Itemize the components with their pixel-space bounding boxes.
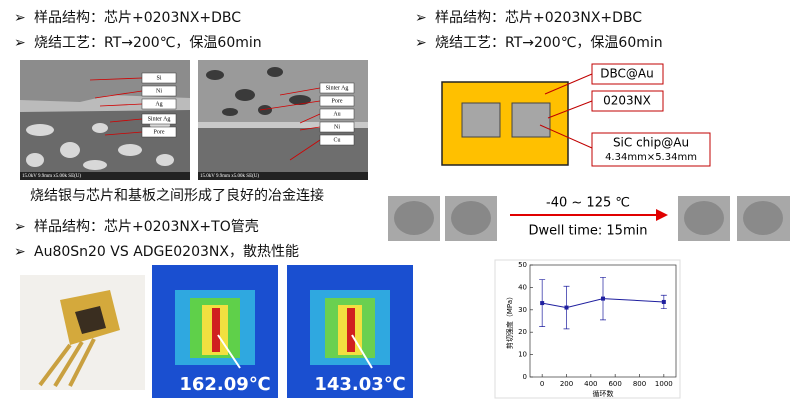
data-point — [661, 299, 666, 304]
bullet-marker: ➢ — [415, 10, 427, 26]
label-box — [141, 126, 177, 138]
sem-label: Cu — [333, 137, 340, 143]
label-leader — [299, 126, 321, 131]
callout: SiC chip@Au — [613, 136, 689, 150]
bullet-marker: ➢ — [14, 35, 26, 51]
bullet-marker: ➢ — [14, 219, 26, 235]
sem-footer: 15.0kV 9.9mm x5.00k SE(U) — [22, 174, 81, 179]
temperature: 143.03℃ — [314, 374, 405, 395]
sem-footer: 15.0kV 9.9mm x5.00k SE(U) — [200, 174, 259, 179]
x-tick-label: 200 — [560, 380, 573, 388]
label-leader — [89, 77, 143, 81]
label-leader — [99, 103, 143, 107]
bullet: 样品结构：芯片+0203NX+TO管壳 — [34, 218, 259, 235]
y-tick-label: 20 — [518, 328, 527, 336]
bullet-marker: ➢ — [415, 35, 427, 51]
series-line — [542, 298, 664, 309]
x-axis-label: 循环数 — [593, 389, 614, 398]
y-tick-label: 10 — [518, 351, 527, 359]
chart-frame — [494, 259, 681, 399]
label-leader — [279, 87, 321, 96]
thermal-image — [152, 265, 278, 398]
callout: DBC@Au — [600, 67, 653, 81]
sem-label: Sinter Ag — [326, 85, 349, 91]
bullet-marker: ➢ — [14, 244, 26, 260]
bullet: 样品结构：芯片+0203NX+DBC — [34, 10, 241, 26]
thermal-image — [287, 265, 413, 398]
sem-label: Pore — [332, 98, 343, 104]
label-leader — [104, 131, 143, 136]
label-box — [319, 82, 355, 94]
y-tick-label: 30 — [518, 306, 527, 314]
sem-label: Au — [333, 111, 340, 117]
label-leader — [109, 118, 143, 123]
label-box — [141, 85, 177, 97]
sem-label: Ni — [334, 124, 340, 130]
label-box — [319, 134, 355, 146]
chart: 0 10 20 30 40 50 0 200 400 600 800 1000 循环数 剪切强度（MPa） — [505, 261, 677, 398]
bullet: 烧结工艺：RT→200℃，保温60min — [34, 35, 262, 51]
label-box — [319, 95, 355, 107]
package-photo — [20, 275, 145, 390]
label-box — [141, 98, 177, 110]
label-leader — [259, 100, 321, 111]
bullet-marker: ➢ — [14, 10, 26, 26]
x-tick-label: 0 — [540, 380, 544, 388]
bullet: Au80Sn20 VS ADGE0203NX，散热性能 — [34, 244, 299, 260]
x-tick-label: 800 — [633, 380, 646, 388]
data-point — [601, 296, 605, 301]
cycling-range: -40 ~ 125 ℃ — [546, 196, 630, 211]
data-point — [540, 301, 545, 306]
sem-image-right — [198, 60, 368, 180]
sem-label: Ni — [156, 88, 162, 94]
label-box — [141, 72, 177, 84]
label-box — [319, 121, 355, 133]
sem-label: Sinter Ag — [148, 116, 171, 122]
x-tick-label: 400 — [584, 380, 597, 388]
callout: 4.34mm×5.34mm — [605, 152, 697, 163]
sem-label: Ag — [155, 101, 162, 107]
x-tick-label: 600 — [608, 380, 621, 388]
sem-label: Si — [156, 75, 161, 81]
structure-diagram — [441, 63, 711, 167]
temperature: 162.09℃ — [179, 374, 270, 395]
caption: 烧结银与芯片和基板之间形成了良好的冶金连接 — [30, 187, 324, 204]
dwell-time: Dwell time: 15min — [529, 224, 648, 239]
label-leader — [299, 113, 321, 124]
cycling-images — [388, 196, 790, 241]
y-tick-label: 0 — [523, 373, 527, 381]
callout: 0203NX — [603, 94, 651, 108]
y-tick-label: 50 — [518, 261, 527, 269]
plot-area — [529, 264, 677, 378]
bullet: 样品结构：芯片+0203NX+DBC — [435, 10, 642, 26]
y-tick-label: 40 — [518, 283, 527, 291]
label-box — [141, 113, 177, 125]
y-axis-label: 剪切强度（MPa） — [505, 293, 514, 349]
sem-label: Pore — [154, 129, 165, 135]
bullet: 烧结工艺：RT→200℃，保温60min — [435, 35, 663, 51]
label-box — [319, 108, 355, 120]
label-leader — [94, 90, 143, 99]
label-leader — [289, 139, 321, 161]
x-tick-label: 1000 — [655, 380, 673, 388]
data-point — [564, 305, 569, 310]
